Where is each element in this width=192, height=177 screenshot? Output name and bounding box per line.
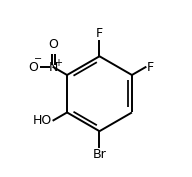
- Text: N: N: [49, 61, 58, 74]
- Text: O: O: [28, 61, 38, 74]
- Text: HO: HO: [33, 114, 52, 127]
- Text: −: −: [34, 54, 42, 64]
- Text: +: +: [54, 58, 62, 68]
- Text: F: F: [146, 61, 154, 74]
- Text: Br: Br: [93, 148, 106, 161]
- Text: F: F: [96, 27, 103, 39]
- Text: O: O: [49, 38, 58, 52]
